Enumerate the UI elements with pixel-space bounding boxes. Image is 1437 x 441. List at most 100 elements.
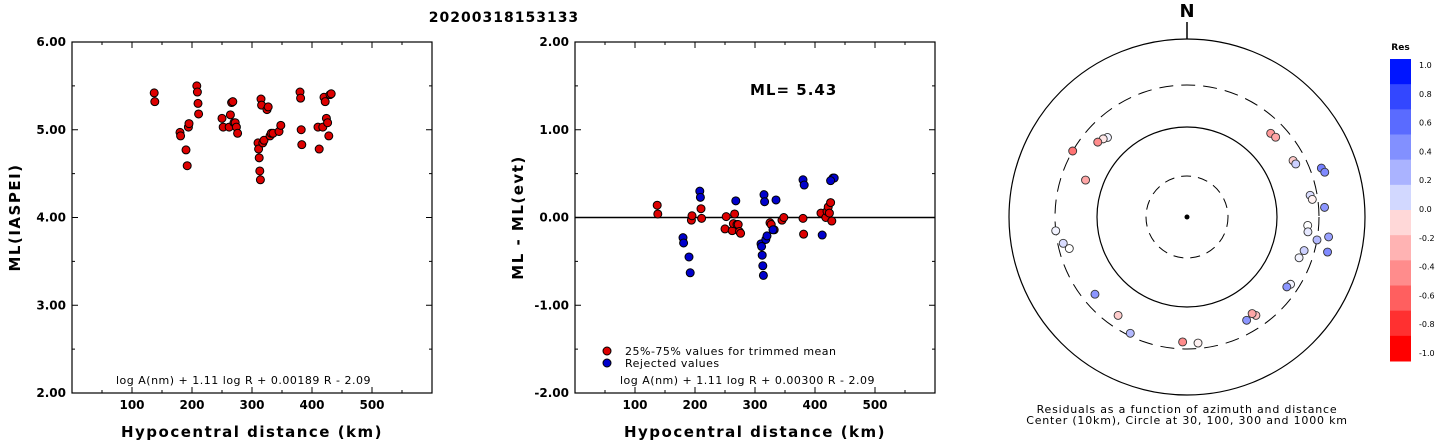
x-tick-label: 500 [862, 398, 887, 412]
colorbar-tick-label: 0.0 [1419, 205, 1432, 214]
x-tick-label: 300 [742, 398, 767, 412]
colorbar-swatch [1390, 184, 1411, 211]
colorbar-tick-label: -1.0 [1419, 349, 1435, 358]
circle-30km [1145, 175, 1229, 259]
y-tick-label: 4.00 [36, 211, 66, 225]
legend-label: Rejected values [625, 357, 720, 370]
data-point [652, 200, 662, 210]
data-point [758, 270, 768, 280]
data-point [730, 209, 740, 219]
data-point [225, 110, 235, 120]
data-point [184, 119, 194, 129]
station-point [1178, 337, 1188, 347]
formula-text: log A(nm) + 1.11 log R + 0.00189 R - 2.0… [116, 374, 371, 387]
data-point [685, 268, 695, 278]
colorbar-swatch [1390, 285, 1411, 312]
station-point [1320, 202, 1330, 212]
circle-300km [1054, 84, 1320, 350]
data-point [771, 195, 781, 205]
data-point [276, 120, 286, 130]
station-point [1242, 315, 1252, 325]
data-point [799, 229, 809, 239]
data-point [193, 98, 203, 108]
y-axis-label: ML(IASPEI) [6, 163, 24, 271]
data-point [731, 196, 741, 206]
data-point [228, 97, 238, 107]
colorbar-swatch [1390, 210, 1411, 236]
station-point [1051, 226, 1061, 236]
caption-line-2: Center (10km), Circle at 30, 100, 300 an… [1026, 414, 1348, 427]
colorbar-swatch [1390, 109, 1411, 135]
data-point [758, 261, 768, 271]
y-tick-label: 3.00 [36, 298, 66, 312]
y-tick-label: -2.00 [534, 386, 569, 400]
data-point [768, 225, 778, 235]
station-point [1294, 253, 1304, 263]
colorbar-swatch [1390, 235, 1411, 261]
data-point [826, 176, 836, 186]
data-point [255, 166, 265, 176]
colorbar-title: Res [1391, 43, 1409, 53]
x-axis-label: Hypocentral distance (km) [121, 423, 383, 441]
data-point [779, 213, 789, 222]
data-point [233, 128, 243, 138]
data-point [296, 93, 306, 103]
x-tick-label: 500 [359, 398, 384, 412]
data-point [687, 211, 697, 221]
data-point [182, 161, 192, 171]
data-point [697, 213, 707, 223]
x-axis-label: Hypocentral distance (km) [624, 423, 886, 441]
azimuth-residual-map: N Residuals as a function of azimuth and … [1008, 1, 1435, 427]
colorbar-tick-label: 0.6 [1419, 119, 1432, 128]
legend-marker [602, 358, 612, 368]
colorbar-swatch [1390, 159, 1411, 186]
data-point [762, 231, 772, 241]
colorbar-tick-label: 0.4 [1419, 147, 1432, 156]
station-point [1303, 227, 1313, 237]
station-point [1081, 175, 1090, 185]
data-point [150, 97, 160, 107]
residual-vs-distance-plot: 100 200 300 400 500 -2.00 -1.00 0.00 1.00 2.00 Hyp… [509, 35, 936, 441]
data-point [297, 140, 307, 150]
data-point [320, 97, 330, 107]
station-point [1312, 235, 1322, 245]
legend-marker [602, 346, 612, 356]
y-tick-label: 5.00 [36, 123, 66, 137]
y-tick-label: 1.00 [539, 123, 569, 137]
y-axis-label: ML - ML(evt) [509, 155, 527, 279]
colorbar-swatch [1390, 59, 1411, 85]
legend-label: 25%-75% values for trimmed mean [625, 345, 837, 358]
station-point [1320, 167, 1330, 177]
data-point [296, 125, 306, 135]
data-point [254, 153, 264, 163]
station-point [1064, 244, 1074, 253]
colorbar-tick-label: -0.2 [1419, 234, 1435, 243]
y-tick-label: 2.00 [36, 386, 66, 400]
colorbar-swatch [1390, 335, 1411, 362]
data-point [149, 88, 159, 98]
y-tick-label: 2.00 [539, 35, 569, 49]
x-tick-label: 100 [119, 398, 144, 412]
station-point [1090, 289, 1100, 299]
formula-text: log A(nm) + 1.11 log R + 0.00300 R - 2.0… [620, 374, 875, 387]
data-point [760, 197, 770, 207]
station-point [1193, 338, 1203, 348]
station-point [1323, 247, 1333, 257]
station-point [1093, 137, 1103, 147]
data-point [679, 238, 689, 248]
data-point [736, 228, 746, 238]
station-point [1113, 310, 1123, 320]
x-tick-label: 200 [682, 398, 707, 412]
data-point [757, 241, 767, 251]
data-point [192, 87, 202, 97]
north-label: N [1179, 1, 1194, 22]
data-point [827, 216, 837, 226]
data-point [817, 230, 827, 240]
data-point [194, 109, 204, 119]
data-point [757, 250, 767, 260]
data-point [720, 224, 730, 234]
station-point [1291, 159, 1301, 169]
data-point [254, 144, 264, 154]
data-point [255, 175, 265, 185]
station-point [1282, 282, 1292, 292]
